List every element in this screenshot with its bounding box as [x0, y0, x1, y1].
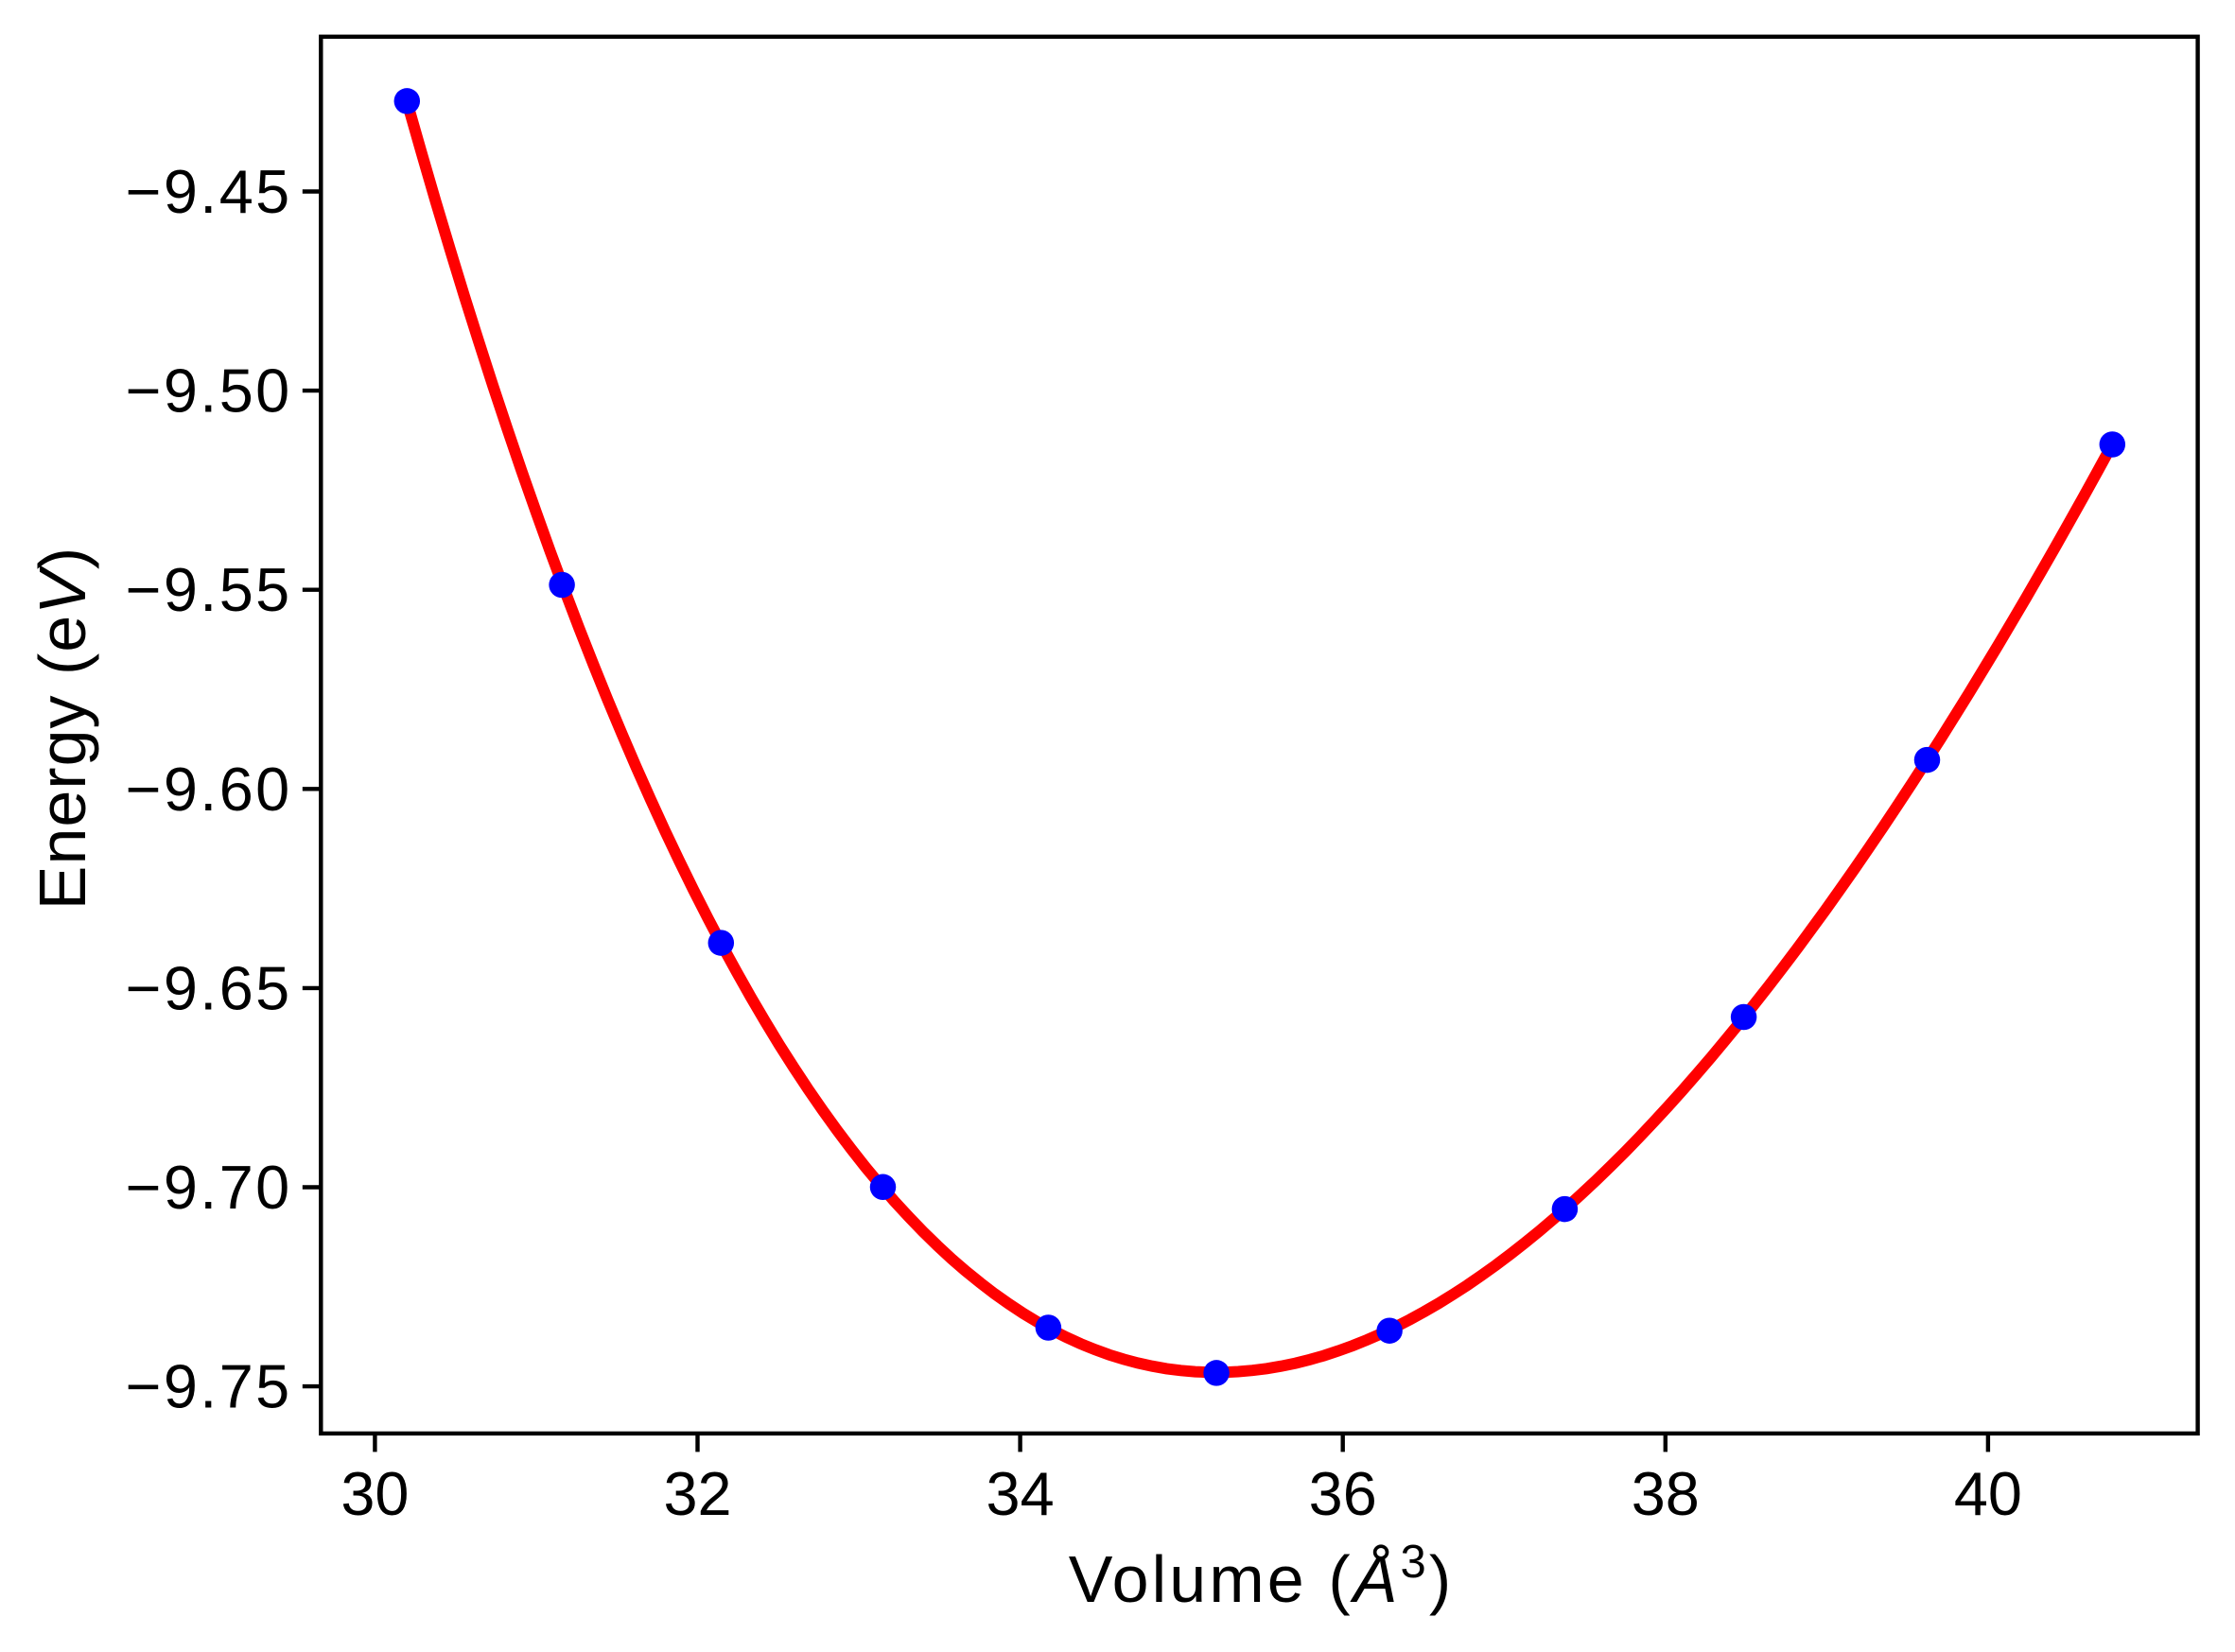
svg-text:−9.50: −9.50	[126, 356, 292, 426]
svg-text:30: 30	[340, 1459, 409, 1528]
svg-text:Energy (eV): Energy (eV)	[26, 547, 99, 911]
svg-text:Volume (Å3): Volume (Å3)	[1069, 1537, 1455, 1616]
svg-text:−9.55: −9.55	[126, 555, 292, 624]
svg-text:−9.70: −9.70	[126, 1153, 292, 1222]
svg-text:−9.65: −9.65	[126, 953, 292, 1022]
svg-text:38: 38	[1632, 1459, 1700, 1528]
svg-text:−9.75: −9.75	[126, 1352, 292, 1421]
svg-text:32: 32	[663, 1459, 731, 1528]
svg-text:34: 34	[987, 1459, 1055, 1528]
svg-text:−9.60: −9.60	[126, 755, 292, 824]
svg-text:36: 36	[1309, 1459, 1377, 1528]
svg-text:40: 40	[1954, 1459, 2022, 1528]
svg-text:−9.45: −9.45	[126, 157, 292, 226]
